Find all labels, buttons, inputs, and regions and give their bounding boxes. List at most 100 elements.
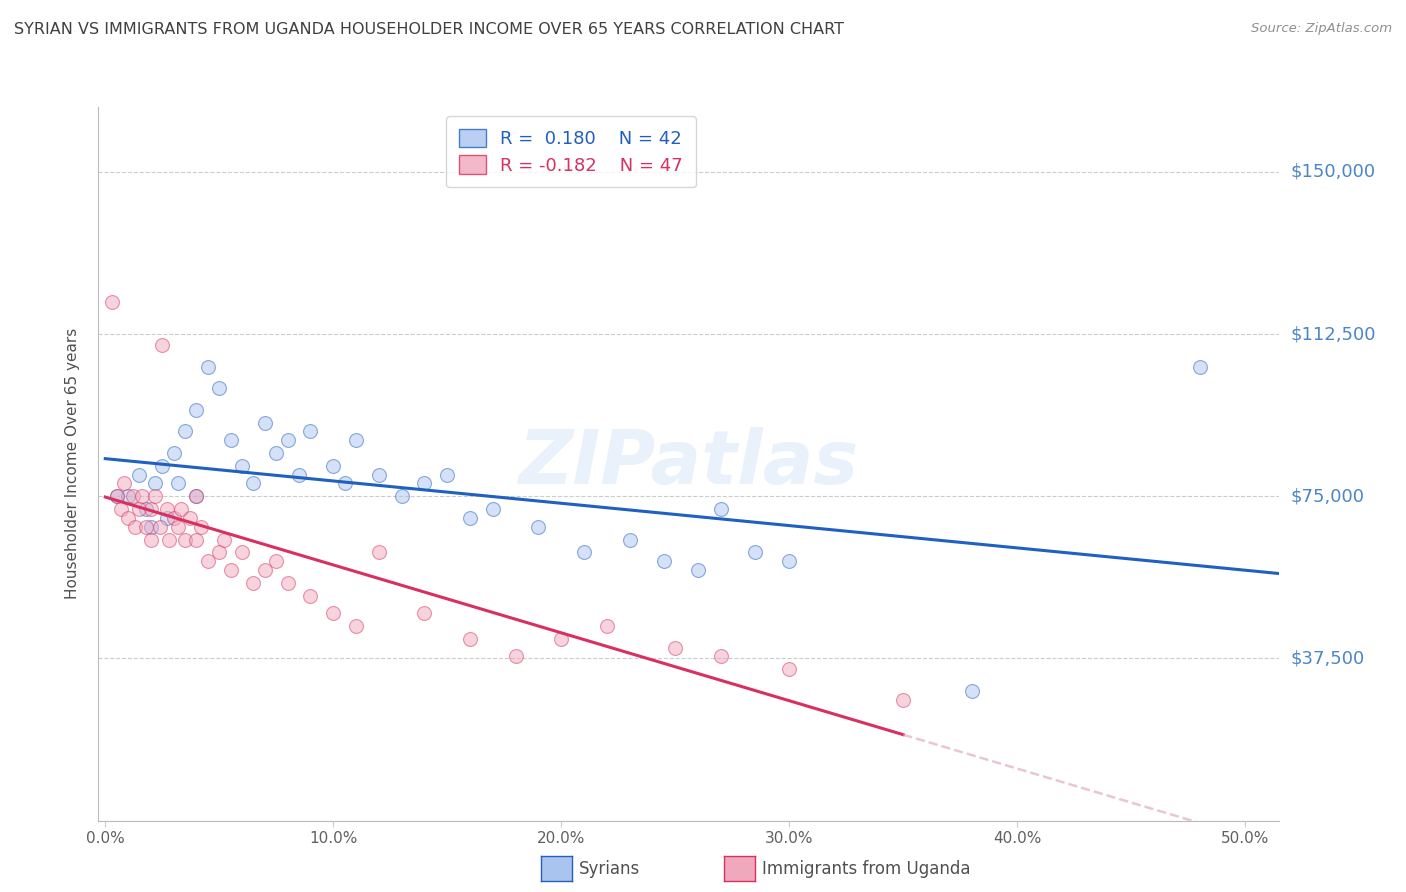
Point — [572, 545, 595, 559]
Point — [458, 632, 481, 646]
Point — [145, 489, 167, 503]
Point — [197, 554, 219, 568]
Point — [242, 575, 264, 590]
Text: Syrians: Syrians — [579, 860, 641, 878]
Point — [157, 533, 180, 547]
Text: $112,500: $112,500 — [1291, 325, 1376, 343]
Point — [208, 381, 231, 395]
Point — [135, 502, 157, 516]
Point — [413, 606, 436, 620]
Point — [686, 563, 709, 577]
Point — [744, 545, 766, 559]
Text: $150,000: $150,000 — [1291, 163, 1375, 181]
Point — [167, 476, 190, 491]
Point — [891, 692, 914, 706]
Point — [186, 489, 208, 503]
Point — [219, 563, 242, 577]
Point — [101, 294, 124, 309]
Point — [186, 533, 208, 547]
Point — [710, 649, 733, 664]
Point — [163, 446, 186, 460]
Point — [231, 458, 253, 473]
Point — [264, 554, 287, 568]
Point — [710, 502, 733, 516]
Legend: R =  0.180    N = 42, R = -0.182    N = 47: R = 0.180 N = 42, R = -0.182 N = 47 — [446, 116, 696, 187]
Point — [128, 502, 150, 516]
Point — [482, 502, 505, 516]
Point — [197, 359, 219, 374]
Point — [135, 519, 157, 533]
Point — [105, 489, 128, 503]
Point — [219, 433, 242, 447]
Text: Immigrants from Uganda: Immigrants from Uganda — [762, 860, 970, 878]
Text: $37,500: $37,500 — [1291, 649, 1365, 667]
Point — [344, 433, 367, 447]
Point — [277, 433, 299, 447]
Point — [299, 589, 322, 603]
Point — [139, 533, 162, 547]
Point — [344, 619, 367, 633]
Point — [145, 476, 167, 491]
Point — [231, 545, 253, 559]
Point — [117, 511, 139, 525]
Point — [208, 545, 231, 559]
Point — [105, 489, 128, 503]
Point — [156, 502, 179, 516]
Point — [163, 511, 186, 525]
Point — [550, 632, 572, 646]
Point — [413, 476, 436, 491]
Point — [288, 467, 311, 482]
Point — [131, 489, 153, 503]
Point — [505, 649, 527, 664]
Point — [167, 519, 190, 533]
Point — [527, 519, 550, 533]
Point — [322, 606, 344, 620]
Point — [139, 519, 162, 533]
Point — [367, 467, 389, 482]
Point — [960, 684, 983, 698]
Point — [299, 425, 322, 439]
Point — [150, 458, 173, 473]
Point — [778, 554, 800, 568]
Point — [174, 425, 197, 439]
Point — [458, 511, 481, 525]
Point — [391, 489, 413, 503]
Point — [186, 489, 208, 503]
Point — [253, 563, 276, 577]
Point — [128, 467, 150, 482]
Point — [139, 502, 162, 516]
Point — [778, 662, 800, 676]
Point — [1188, 359, 1211, 374]
Point — [149, 519, 172, 533]
Point — [174, 533, 197, 547]
Point — [212, 533, 235, 547]
Point — [169, 502, 191, 516]
Point — [333, 476, 356, 491]
Point — [112, 476, 135, 491]
Point — [253, 416, 276, 430]
Point — [156, 511, 179, 525]
Point — [277, 575, 299, 590]
Point — [264, 446, 287, 460]
Text: $75,000: $75,000 — [1291, 487, 1365, 505]
Text: ZIPatlas: ZIPatlas — [519, 427, 859, 500]
Point — [664, 640, 686, 655]
Text: Source: ZipAtlas.com: Source: ZipAtlas.com — [1251, 22, 1392, 36]
Y-axis label: Householder Income Over 65 years: Householder Income Over 65 years — [65, 328, 80, 599]
Point — [124, 519, 146, 533]
Point — [190, 519, 212, 533]
Point — [322, 458, 344, 473]
Point — [117, 489, 139, 503]
Point — [121, 489, 143, 503]
Point — [186, 402, 208, 417]
Point — [179, 511, 201, 525]
Point — [652, 554, 675, 568]
Point — [619, 533, 641, 547]
Point — [436, 467, 458, 482]
Point — [367, 545, 389, 559]
Point — [242, 476, 264, 491]
Point — [150, 338, 173, 352]
Point — [110, 502, 132, 516]
Text: SYRIAN VS IMMIGRANTS FROM UGANDA HOUSEHOLDER INCOME OVER 65 YEARS CORRELATION CH: SYRIAN VS IMMIGRANTS FROM UGANDA HOUSEHO… — [14, 22, 844, 37]
Point — [596, 619, 619, 633]
